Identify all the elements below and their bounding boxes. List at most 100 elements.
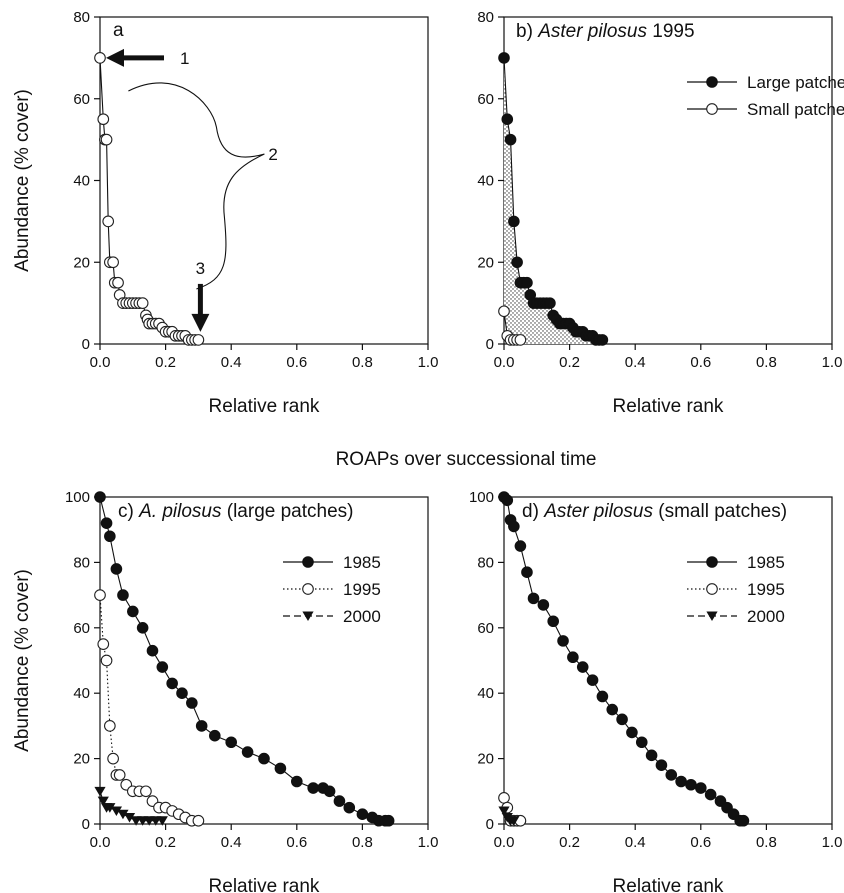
y-tick-label: 0: [486, 336, 494, 353]
data-point: [343, 801, 356, 814]
data-point: [498, 791, 510, 804]
data-point: [498, 52, 510, 64]
data-point: [209, 729, 221, 742]
data-point: [616, 713, 628, 726]
data-point: [113, 769, 126, 781]
y-tick-label: 100: [65, 489, 90, 506]
x-tick-label: 0.0: [90, 354, 111, 371]
x-axis-label: Relative rank: [209, 396, 320, 417]
y-tick-label: 20: [477, 751, 494, 768]
y-tick-label: 60: [477, 91, 494, 108]
data-point: [511, 256, 523, 269]
data-point: [501, 494, 514, 507]
data-point: [498, 305, 510, 318]
data-point: [333, 795, 346, 807]
data-point: [323, 785, 336, 798]
x-tick-label: 0.0: [90, 834, 111, 851]
data-point: [136, 622, 149, 634]
data-point: [97, 113, 110, 126]
series-line: [503, 496, 744, 822]
y-tick-label: 40: [73, 685, 90, 702]
data-point: [626, 726, 638, 739]
shaded-area: [504, 57, 603, 344]
y-tick-label: 80: [73, 554, 90, 571]
data-point: [186, 697, 198, 709]
data-point: [100, 133, 113, 146]
data-point: [117, 589, 129, 601]
y-tick-label: 60: [73, 620, 90, 637]
data-point: [685, 778, 697, 791]
data-point: [576, 661, 589, 673]
y-tick-label: 20: [477, 254, 494, 271]
data-point: [504, 133, 517, 146]
legend-label: 2000: [343, 607, 381, 626]
x-tick-label: 0.6: [286, 354, 307, 371]
series-line: [99, 496, 389, 822]
panel-title-species: A. pilosus: [138, 501, 222, 522]
data-point: [195, 720, 208, 732]
data-point: [274, 762, 287, 775]
data-point: [537, 599, 550, 611]
y-tick-label: 60: [73, 91, 90, 108]
legend-marker: [706, 556, 718, 568]
data-point: [127, 605, 139, 618]
legend-label: Large patches: [747, 73, 844, 92]
data-point: [104, 530, 116, 543]
panel-title-suffix: (large patches): [221, 501, 353, 522]
data-point: [104, 803, 116, 813]
y-axis-label: Abundance (% cover): [12, 89, 33, 272]
x-tick-label: 1.0: [822, 834, 843, 851]
data-point: [596, 334, 609, 346]
y-tick-label: 100: [469, 489, 494, 506]
x-tick-label: 0.6: [690, 834, 711, 851]
data-point: [225, 736, 237, 749]
data-point: [192, 334, 205, 346]
x-tick-label: 0.6: [690, 354, 711, 371]
data-point: [508, 215, 520, 228]
data-point: [307, 782, 320, 794]
annotation-brace: [128, 82, 265, 290]
data-point: [136, 297, 149, 309]
data-point: [107, 256, 119, 269]
legend-marker: [706, 583, 718, 595]
panel-title-prefix: c): [118, 501, 139, 522]
data-point: [100, 654, 113, 667]
x-tick-label: 0.4: [221, 354, 242, 371]
data-point: [557, 635, 569, 647]
data-point: [156, 661, 169, 673]
data-point: [94, 491, 106, 503]
x-axis-label: Relative rank: [209, 876, 320, 893]
data-point: [123, 812, 136, 823]
data-point: [675, 775, 687, 788]
x-tick-label: 0.0: [494, 834, 515, 851]
data-point: [112, 276, 124, 289]
data-point: [514, 334, 527, 346]
data-point: [291, 775, 303, 788]
panel-title-prefix: b): [516, 21, 538, 42]
y-tick-label: 0: [82, 336, 90, 353]
panel-title-species: Aster pilosus: [543, 501, 653, 522]
data-point: [544, 297, 556, 309]
data-point: [100, 517, 113, 529]
plot-frame: [99, 16, 429, 345]
panel-title-suffix: 1995: [647, 21, 695, 42]
data-point: [547, 615, 560, 628]
annotation-arrowhead: [191, 313, 210, 332]
panel-title-species: Aster pilosus: [537, 21, 647, 42]
x-tick-label: 0.4: [221, 834, 242, 851]
data-point: [97, 796, 109, 807]
data-point: [107, 752, 119, 765]
x-tick-label: 0.2: [155, 354, 176, 371]
y-tick-label: 80: [73, 9, 90, 26]
data-point: [586, 674, 599, 686]
y-tick-label: 0: [486, 816, 494, 833]
x-tick-label: 0.0: [494, 354, 515, 371]
data-point: [110, 563, 123, 575]
y-tick-label: 60: [477, 620, 494, 637]
data-point: [704, 788, 717, 801]
data-point: [737, 814, 750, 827]
data-point: [117, 809, 129, 820]
data-point: [97, 638, 110, 651]
legend-label: 2000: [747, 607, 785, 626]
